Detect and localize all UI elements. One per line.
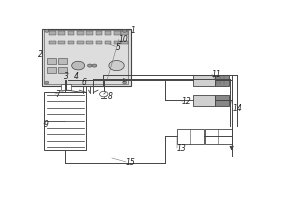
Circle shape bbox=[72, 61, 85, 70]
Text: 11: 11 bbox=[212, 70, 222, 79]
Circle shape bbox=[100, 91, 108, 97]
Bar bbox=[68, 41, 74, 44]
Circle shape bbox=[92, 64, 97, 67]
Bar bbox=[205, 129, 232, 144]
Bar bbox=[47, 67, 56, 73]
Circle shape bbox=[123, 30, 127, 32]
Circle shape bbox=[45, 81, 49, 84]
Text: 8: 8 bbox=[107, 92, 112, 101]
Bar bbox=[68, 31, 74, 35]
Bar bbox=[58, 41, 65, 44]
Bar bbox=[49, 31, 56, 35]
Bar bbox=[215, 75, 229, 86]
Text: 5: 5 bbox=[116, 43, 120, 52]
Text: 1: 1 bbox=[130, 26, 135, 35]
Bar bbox=[86, 41, 93, 44]
Bar bbox=[193, 95, 215, 106]
Bar bbox=[77, 41, 83, 44]
Bar bbox=[96, 41, 102, 44]
Bar bbox=[44, 30, 128, 84]
Bar bbox=[61, 84, 71, 90]
Text: 13: 13 bbox=[177, 144, 187, 153]
Text: 2: 2 bbox=[38, 50, 42, 59]
Bar bbox=[49, 41, 56, 44]
Bar bbox=[215, 95, 229, 106]
Text: 9: 9 bbox=[43, 120, 48, 129]
Text: 4: 4 bbox=[74, 72, 78, 81]
Bar bbox=[121, 31, 128, 35]
Bar bbox=[58, 31, 65, 35]
Circle shape bbox=[109, 60, 124, 71]
Bar bbox=[86, 31, 93, 35]
Bar bbox=[177, 129, 204, 144]
Bar bbox=[96, 31, 102, 35]
Bar bbox=[114, 41, 121, 44]
Bar bbox=[105, 41, 111, 44]
Text: 14: 14 bbox=[233, 104, 242, 113]
Text: 6: 6 bbox=[82, 78, 87, 87]
Circle shape bbox=[123, 81, 127, 84]
Circle shape bbox=[88, 64, 92, 67]
Bar bbox=[58, 58, 67, 64]
Bar bbox=[114, 31, 121, 35]
Bar bbox=[58, 67, 67, 73]
Bar bbox=[44, 92, 86, 150]
Text: 7: 7 bbox=[55, 90, 60, 99]
Text: 15: 15 bbox=[126, 158, 136, 167]
Text: 12: 12 bbox=[182, 97, 191, 106]
Bar bbox=[121, 41, 128, 44]
Bar bbox=[193, 75, 215, 86]
Text: 3: 3 bbox=[64, 72, 69, 81]
Circle shape bbox=[45, 30, 49, 32]
Bar bbox=[77, 31, 83, 35]
Text: 10: 10 bbox=[119, 35, 129, 44]
Bar bbox=[47, 58, 56, 64]
Bar bbox=[105, 31, 111, 35]
Bar bbox=[42, 29, 130, 86]
